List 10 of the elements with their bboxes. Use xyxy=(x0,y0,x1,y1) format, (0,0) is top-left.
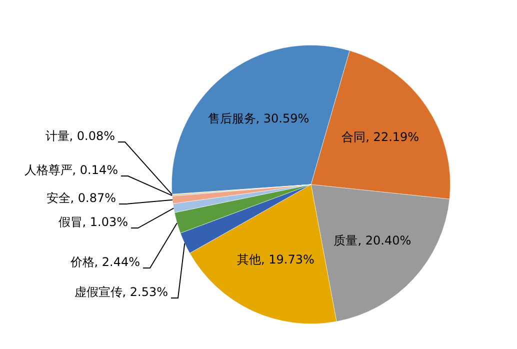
slice-label: 安全, 0.87% xyxy=(46,191,116,206)
slice-label: 其他, 19.73% xyxy=(237,252,314,266)
slice-label: 虚假宣传, 2.53% xyxy=(74,285,168,300)
slice-label: 质量, 20.40% xyxy=(334,233,412,248)
slice-label: 合同, 22.19% xyxy=(342,130,420,144)
slice-label: 计量, 0.08% xyxy=(45,129,115,144)
slice-label: 售后服务, 30.59% xyxy=(208,112,310,126)
slice-label: 人格尊严, 0.14% xyxy=(24,163,118,178)
slice-label: 假冒, 1.03% xyxy=(58,215,128,230)
slice-label: 价格, 2.44% xyxy=(69,255,140,270)
